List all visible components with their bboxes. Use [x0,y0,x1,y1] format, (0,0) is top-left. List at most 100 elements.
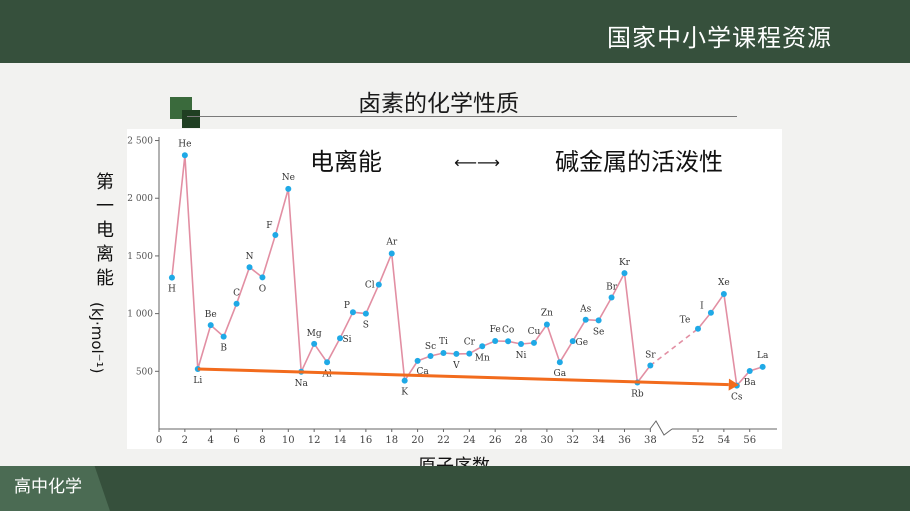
data-point [349,309,356,316]
title-decoration-square-dark [182,110,200,128]
y-tick-label: 2 000 [127,194,153,204]
element-label: V [452,361,460,371]
element-label: O [259,284,266,294]
y-axis-label-unit: (kJ·mol⁻¹) [88,302,106,374]
x-tick-label: 0 [156,435,162,446]
data-point [543,321,550,328]
element-label: Zn [541,308,553,318]
brand-title: 国家中小学课程资源 [607,24,832,52]
x-tick-label: 20 [411,435,424,446]
series-line-gap [649,328,699,367]
data-point [595,317,602,324]
element-label: Li [193,376,202,386]
data-point [168,274,175,281]
data-point [181,152,188,159]
x-tick-label: 14 [334,435,347,446]
element-label: He [178,139,191,149]
data-point [518,340,525,347]
y-axis-label-text: 第一电离能 [93,172,114,292]
y-axis-label: 第一电离能 (kJ·mol⁻¹) [88,172,118,373]
title-divider [187,116,737,117]
y-tick-label: 500 [136,367,153,377]
data-point [479,343,486,350]
series-line [697,291,763,388]
element-label: Ar [385,238,397,248]
element-label: Ge [576,338,589,348]
x-tick-label: 36 [618,435,631,446]
data-point [530,339,537,346]
element-label: As [579,305,591,315]
relation-right-text: 碱金属的活泼性 [555,148,723,176]
data-point [720,291,727,297]
header-bar [0,0,910,63]
data-point [621,270,628,277]
footer-bar [0,466,910,511]
data-point [647,362,654,369]
chart-panel [127,129,782,449]
data-point [388,250,395,257]
y-tick-label: 2 500 [127,137,153,147]
x-tick-label: 28 [515,435,528,446]
relation-arrow: ⟵⟶ [454,153,500,172]
x-tick-label: 32 [566,435,579,446]
x-tick-label: 10 [282,435,295,446]
data-point [285,185,292,192]
x-tick-label: 2 [182,435,188,446]
x-tick-label: 52 [692,435,705,446]
element-label: Si [342,335,351,345]
relation-left-text: 电离能 [310,148,382,176]
element-label: Cs [731,393,743,403]
data-point [453,350,460,357]
trend-arrow-head [728,378,739,391]
element-label: Cu [528,327,541,337]
element-label: Kr [619,258,631,268]
data-point [401,377,408,384]
element-label: P [344,301,350,311]
y-tick-label: 1 000 [127,310,153,320]
element-label: Mn [475,353,490,363]
x-tick-label: 22 [437,435,450,446]
data-point [207,322,214,329]
x-tick-label: 6 [233,435,239,446]
data-point [582,316,589,323]
element-label: Ga [554,369,567,379]
x-tick-label: 56 [743,435,756,446]
x-tick-label: 38 [644,435,657,446]
data-point [220,333,227,340]
element-label: Xe [718,278,730,288]
element-label: Ni [516,351,527,361]
data-point [272,232,279,239]
data-point [337,335,344,342]
data-point [707,309,714,316]
element-label: Be [205,310,217,320]
data-point [695,325,701,332]
element-label: I [700,302,704,312]
data-point [505,338,512,345]
data-point [311,340,318,347]
data-point [746,367,753,374]
element-label: Ti [439,337,448,347]
footer-tab [0,466,110,511]
data-point [466,350,473,357]
x-tick-label: 54 [717,435,730,446]
series-line [171,155,651,385]
data-point [362,310,369,317]
data-point [440,349,447,356]
data-point [246,264,253,271]
data-point [324,359,331,366]
element-label: Mg [307,329,322,339]
element-label: Se [593,327,605,337]
element-label: K [401,388,408,398]
data-point [427,352,434,359]
subject-label: 高中化学 [14,477,82,497]
data-point [569,338,576,345]
x-tick-label: 4 [208,435,214,446]
element-label: C [233,289,240,299]
data-point [759,363,766,370]
element-label: Ne [282,173,295,183]
axis-break-mark [649,420,673,436]
data-point [375,281,382,288]
element-label: S [363,321,369,331]
x-tick-label: 16 [360,435,373,446]
